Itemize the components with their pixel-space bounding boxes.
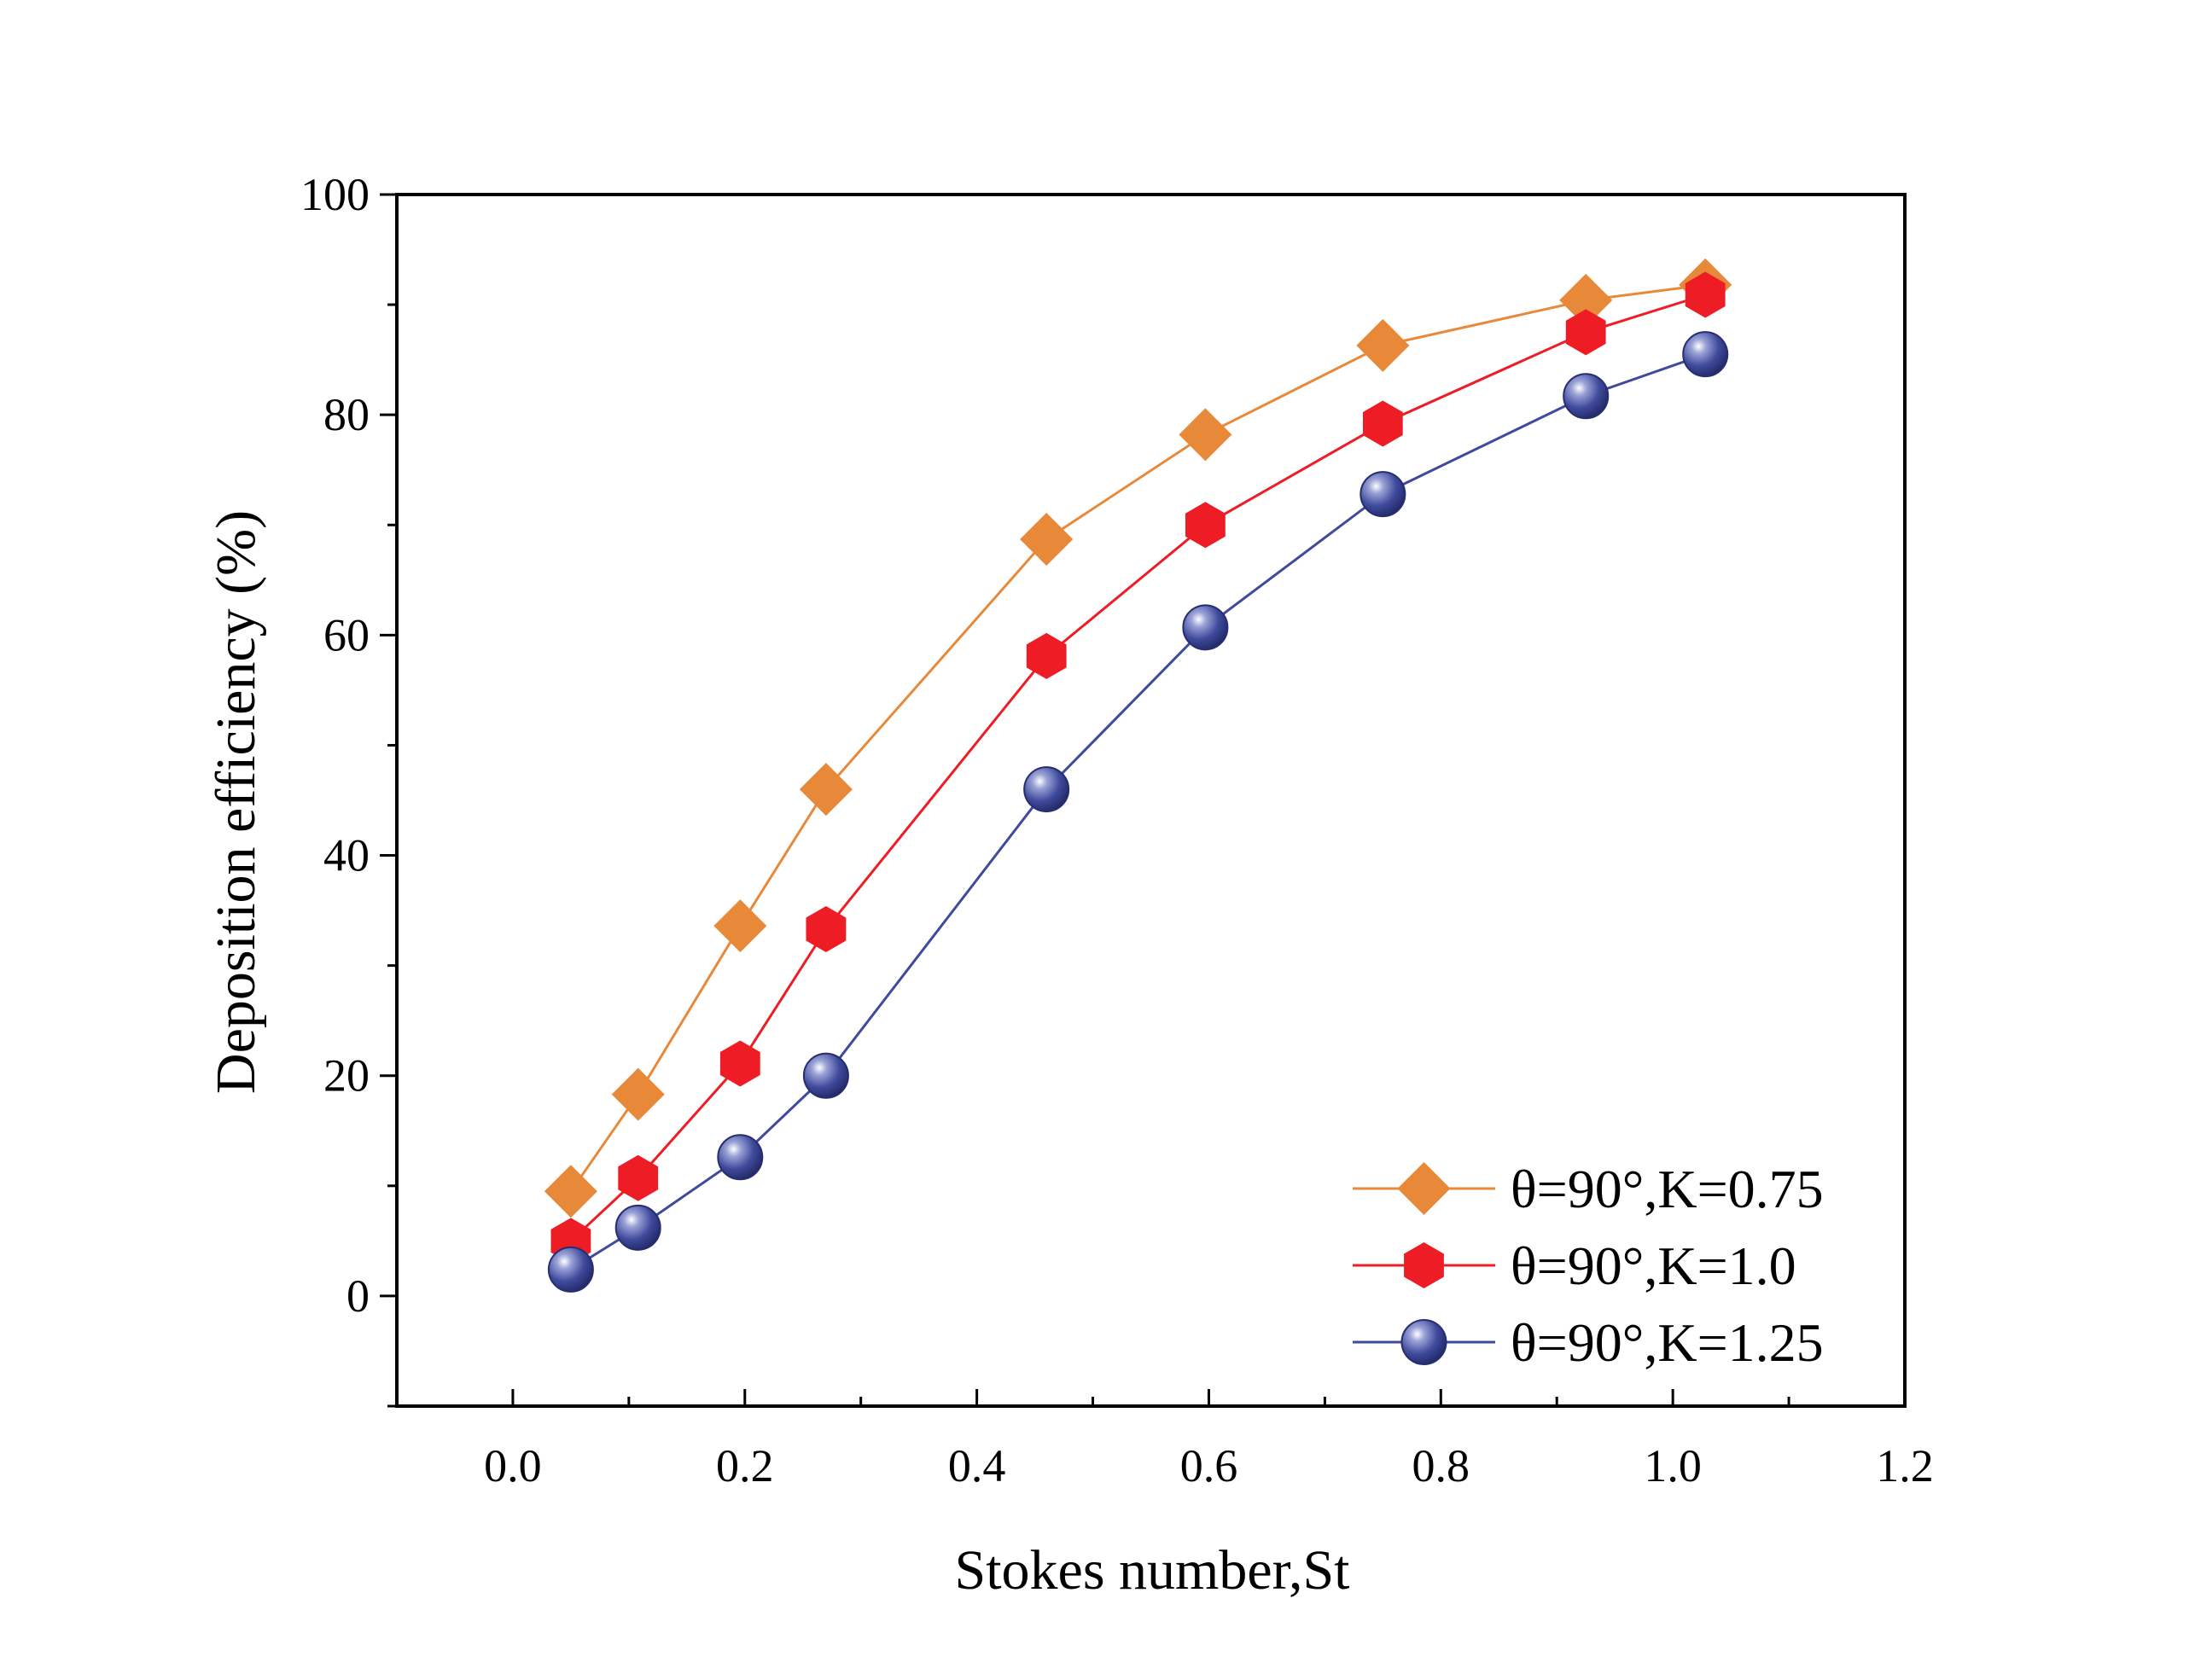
y-tick-label: 0	[346, 1270, 370, 1322]
legend-entry: θ=90°,K=1.0	[1353, 1235, 1796, 1296]
data-point	[1023, 766, 1070, 813]
data-point	[1179, 408, 1232, 462]
x-axis-ticks	[395, 1389, 1907, 1406]
x-axis-title: Stokes number,St	[954, 1539, 1349, 1602]
y-axis-title: Deposition efficiency (%)	[205, 510, 267, 1094]
legend-label: θ=90°,K=0.75	[1511, 1159, 1824, 1219]
data-point	[618, 1154, 659, 1201]
x-tick-label: 1.0	[1644, 1440, 1702, 1491]
legend-entry: θ=90°,K=1.25	[1353, 1312, 1824, 1373]
y-tick-label: 60	[323, 609, 370, 660]
data-point	[806, 906, 847, 952]
x-tick-label: 0.6	[1180, 1440, 1238, 1491]
legend: θ=90°,K=0.75 θ=90°,K=1.0 θ=90°,K=1.25	[1353, 1159, 1824, 1373]
legend-label: θ=90°,K=1.0	[1511, 1235, 1796, 1296]
data-point	[713, 899, 767, 953]
series-3	[547, 331, 1729, 1293]
data-point	[1559, 273, 1613, 327]
y-tick-label: 20	[323, 1050, 370, 1102]
data-point	[547, 1246, 594, 1293]
data-point	[1682, 331, 1729, 378]
data-point	[1563, 373, 1610, 420]
series-line	[570, 352, 1706, 1271]
series-layer	[544, 258, 1732, 1293]
x-axis-tick-labels: 0.0 0.2 0.4 0.6 0.8 1.0 1.2	[484, 1440, 1934, 1491]
data-point	[1185, 502, 1226, 549]
legend-marker	[1400, 1319, 1447, 1365]
y-tick-label: 40	[323, 830, 370, 881]
data-point	[614, 1204, 661, 1251]
data-point	[1363, 400, 1403, 447]
y-axis-tick-labels: 0 20 40 60 80 100	[300, 169, 370, 1322]
data-point	[1182, 604, 1229, 651]
x-tick-label: 0.2	[716, 1440, 774, 1491]
data-point	[1360, 471, 1406, 518]
data-point	[1565, 309, 1606, 356]
legend-label: θ=90°,K=1.25	[1511, 1312, 1824, 1373]
legend-entry: θ=90°,K=0.75	[1353, 1159, 1824, 1219]
x-tick-label: 0.0	[484, 1440, 542, 1491]
data-point	[1020, 513, 1074, 567]
series-1	[544, 258, 1732, 1218]
y-tick-label: 80	[323, 389, 370, 440]
data-point	[1356, 318, 1410, 372]
data-point	[802, 1052, 849, 1099]
data-point	[1026, 632, 1067, 679]
data-point	[719, 1040, 760, 1087]
x-tick-label: 0.8	[1412, 1440, 1470, 1491]
series-2	[550, 271, 1726, 1264]
y-axis-ticks	[380, 193, 397, 1408]
data-point	[1685, 271, 1726, 318]
y-tick-label: 100	[300, 169, 370, 220]
plot-frame	[395, 193, 1907, 1408]
x-tick-label: 0.4	[948, 1440, 1006, 1491]
data-point	[611, 1067, 665, 1121]
legend-marker	[1397, 1162, 1451, 1215]
series-line	[569, 294, 1706, 1242]
x-tick-label: 1.2	[1876, 1440, 1934, 1491]
data-point	[717, 1134, 764, 1181]
data-point	[799, 763, 853, 817]
data-point	[544, 1165, 597, 1218]
legend-marker	[1404, 1242, 1444, 1288]
